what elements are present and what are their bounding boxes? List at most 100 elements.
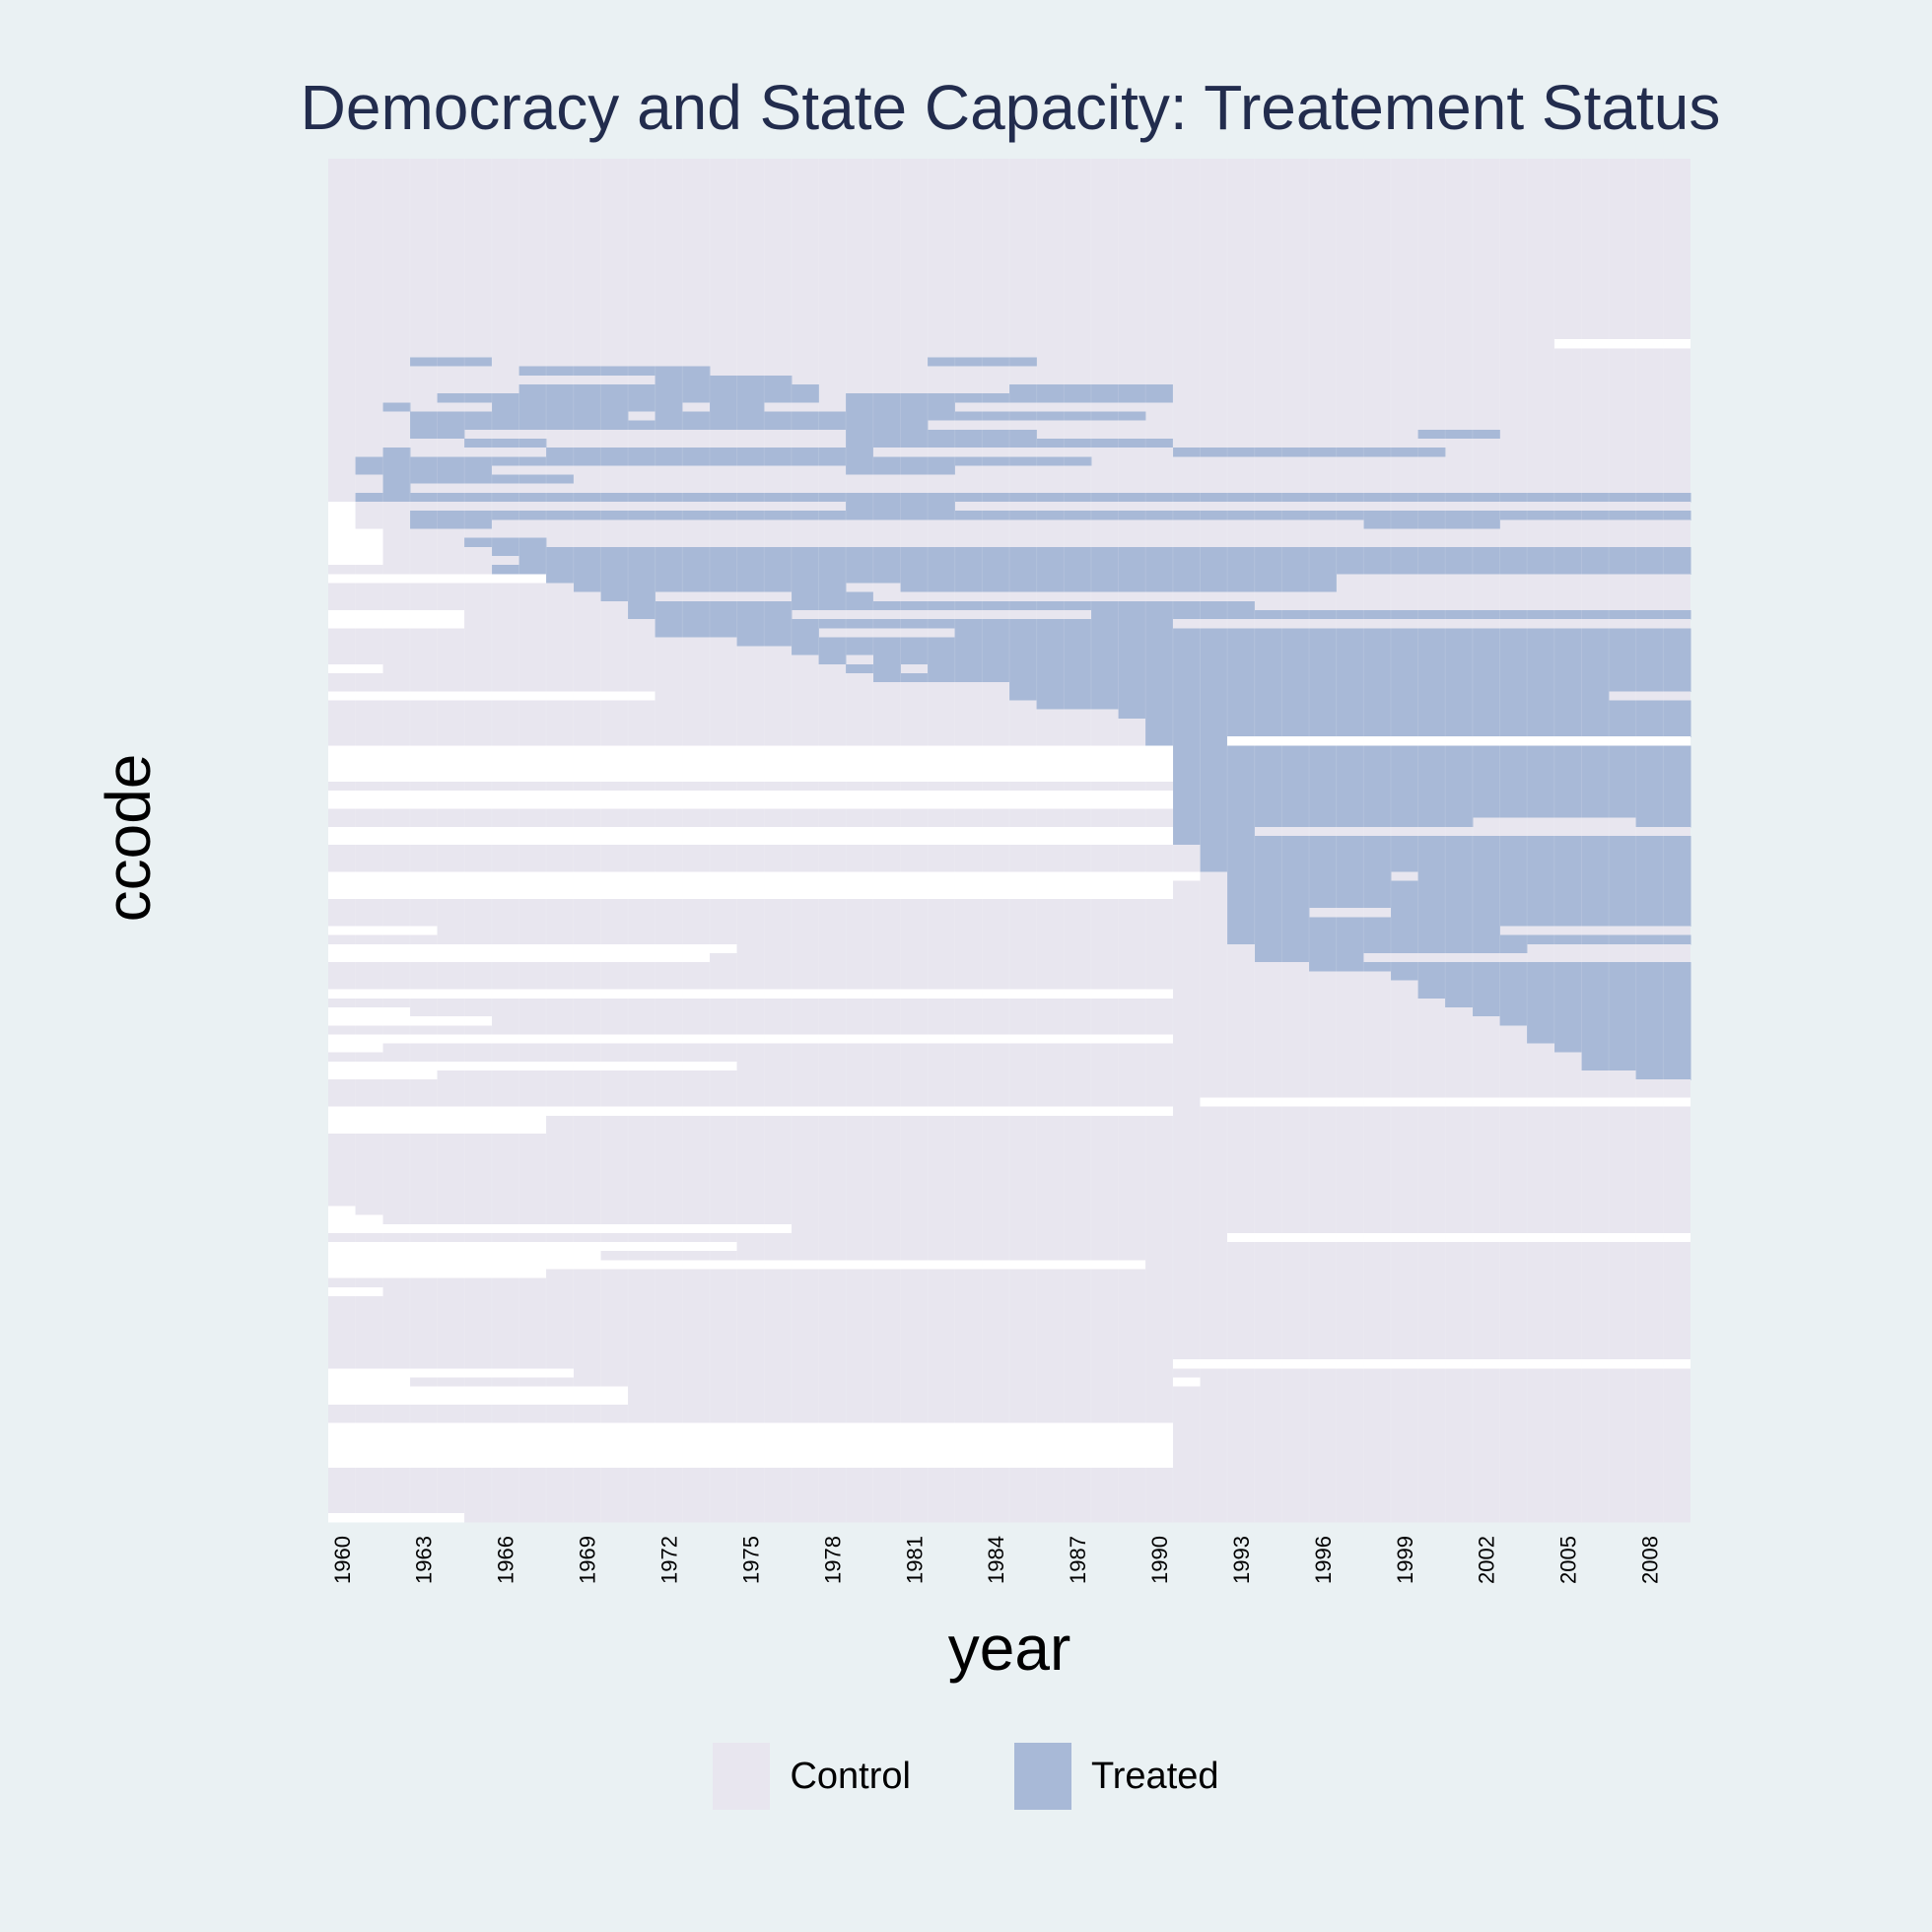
missing-cell: [328, 952, 710, 963]
control-cell: [328, 1134, 1690, 1143]
control-cell: [328, 971, 1690, 982]
unit-row: [328, 908, 1691, 918]
control-cell: [328, 1386, 1690, 1397]
unit-row: [328, 655, 1691, 665]
unit-row: [328, 1088, 1690, 1099]
unit-row: [328, 980, 1691, 991]
x-tick-label: 1981: [902, 1536, 927, 1584]
unit-row: [328, 745, 1691, 756]
treated-cell: [1090, 609, 1691, 620]
control-cell: [328, 1251, 1690, 1261]
unit-row: [328, 718, 1691, 728]
unit-row: [328, 320, 1690, 331]
missing-cell: [328, 1070, 438, 1080]
x-tick-label: 1966: [494, 1536, 518, 1584]
missing-cell: [328, 1449, 1173, 1460]
unit-row: [328, 240, 1690, 250]
treated-cell: [491, 565, 1691, 575]
missing-cell: [328, 1458, 1173, 1469]
treated-cell: [846, 402, 956, 413]
missing-cell: [1172, 1377, 1201, 1388]
treated-cell: [1172, 772, 1691, 783]
unit-row: [328, 1323, 1690, 1334]
missing-cell: [328, 926, 438, 936]
control-cell: [328, 240, 1690, 250]
unit-row: [328, 311, 1690, 322]
treated-cell: [382, 474, 575, 485]
treated-cell: [1527, 934, 1691, 945]
treated-cell: [382, 456, 1092, 467]
control-cell: [328, 339, 1690, 349]
unit-row: [328, 646, 1691, 656]
unit-row: [328, 1242, 1690, 1252]
unit-row: [328, 943, 1690, 954]
treated-cell: [573, 583, 847, 593]
legend-swatch-treated: [1013, 1743, 1071, 1810]
unit-row: [328, 159, 1690, 169]
unit-row: [328, 420, 1690, 431]
treated-cell: [1227, 880, 1691, 891]
treated-cell: [409, 519, 493, 530]
control-cell: [328, 845, 1690, 855]
unit-row: [328, 1106, 1690, 1117]
unit-row: [328, 799, 1691, 810]
unit-row: [328, 871, 1691, 882]
missing-cell: [328, 1269, 547, 1279]
treated-cell: [1009, 546, 1691, 557]
treated-cell: [1417, 989, 1691, 1000]
unit-row: [328, 438, 1690, 448]
unit-row: [328, 474, 1690, 485]
control-cell: [328, 1503, 1690, 1514]
control-cell: [328, 808, 1690, 819]
missing-cell: [328, 943, 737, 954]
control-cell: [328, 943, 1690, 954]
unit-row: [328, 1269, 1690, 1279]
legend-swatch-control: [713, 1743, 771, 1810]
treated-cell: [1200, 862, 1691, 873]
control-cell: [328, 348, 1690, 359]
control-cell: [328, 727, 1690, 737]
treated-cell: [628, 609, 793, 620]
control-cell: [328, 1349, 1690, 1360]
treated-cell: [409, 429, 465, 440]
control-cell: [328, 1223, 1690, 1234]
unit-row: [328, 808, 1691, 819]
control-cell: [328, 1025, 1690, 1036]
control-cell: [328, 917, 1690, 928]
unit-row: [328, 691, 1690, 702]
unit-row: [328, 519, 1690, 530]
unit-row: [328, 1422, 1690, 1433]
control-cell: [328, 1160, 1690, 1171]
control-cell: [328, 448, 1690, 457]
missing-cell: [328, 609, 465, 620]
treated-cell: [655, 411, 1146, 422]
control-cell: [328, 1323, 1690, 1334]
treated-cell: [409, 357, 493, 368]
missing-cell: [328, 1386, 629, 1397]
x-tick-label: 1975: [738, 1536, 763, 1584]
unit-row: [328, 248, 1690, 259]
x-tick-label: 2002: [1475, 1536, 1499, 1584]
treated-cell: [1200, 854, 1310, 863]
unit-row: [328, 1125, 1690, 1135]
treated-cell: [1145, 718, 1691, 728]
control-cell: [328, 176, 1690, 187]
missing-cell: [328, 1242, 737, 1252]
treated-cell: [1172, 799, 1691, 810]
x-tick-label: 2005: [1556, 1536, 1581, 1584]
control-cell: [328, 1377, 1690, 1388]
unit-row: [328, 1142, 1690, 1153]
treated-cell: [655, 375, 793, 385]
treated-cell: [1118, 709, 1691, 720]
unit-row: [328, 574, 1690, 585]
unit-row: [328, 1512, 1690, 1523]
treated-cell: [382, 402, 411, 413]
x-tick-label: 1960: [330, 1536, 355, 1584]
unit-row: [328, 917, 1691, 928]
unit-row: [328, 212, 1690, 223]
treated-cell: [1417, 429, 1500, 440]
control-cell: [328, 1242, 1690, 1252]
unit-row: [328, 393, 1690, 403]
